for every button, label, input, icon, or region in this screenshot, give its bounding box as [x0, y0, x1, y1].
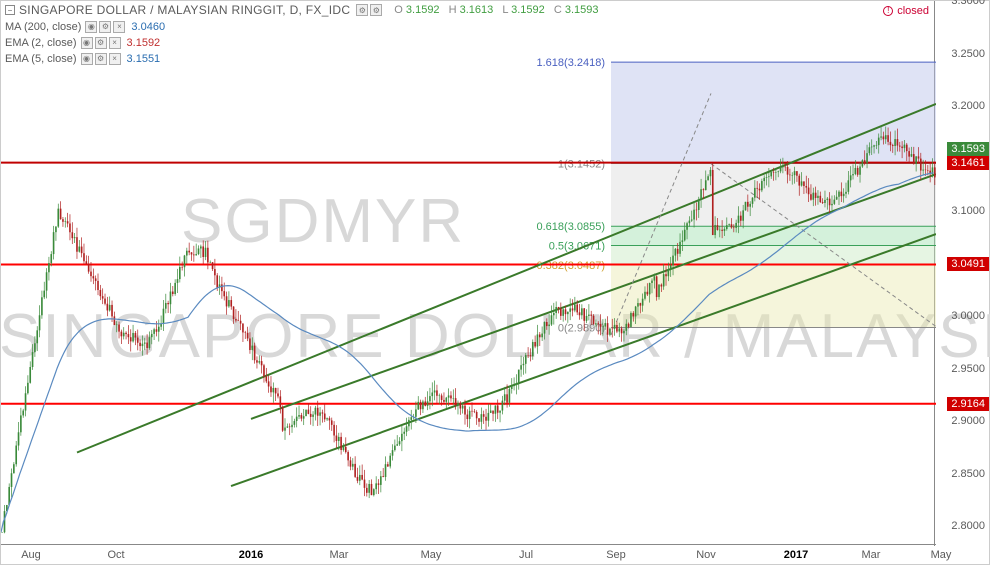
x-tick-label: 2017 — [784, 549, 808, 561]
svg-text:0.618(3.0855): 0.618(3.0855) — [537, 221, 606, 233]
x-tick-label: Aug — [21, 549, 41, 561]
gear-icon[interactable]: ⚙ — [95, 37, 107, 49]
gear-icon[interactable]: ⚙ — [95, 53, 107, 65]
eye-icon[interactable]: ◉ — [81, 37, 93, 49]
x-tick-label: Mar — [330, 549, 349, 561]
x-tick-label: Sep — [606, 549, 626, 561]
legend-row: EMA (5, close) ◉ ⚙ × 3.1551 — [5, 51, 165, 67]
y-tick-label: 3.1000 — [951, 205, 985, 217]
collapse-icon[interactable]: − — [5, 5, 15, 15]
settings-icon[interactable]: ⚙ — [356, 4, 368, 16]
y-tick-label: 3.3000 — [951, 0, 985, 7]
x-tick-label: Oct — [107, 549, 124, 561]
market-status-badge: ! closed — [883, 5, 929, 17]
eye-icon[interactable]: ◉ — [85, 21, 97, 33]
svg-text:1(3.1452): 1(3.1452) — [558, 159, 605, 171]
svg-text:1.618(3.2418): 1.618(3.2418) — [537, 57, 606, 69]
chart-header: − SINGAPORE DOLLAR / MALAYSIAN RINGGIT, … — [5, 3, 934, 17]
x-tick-label: Jul — [519, 549, 533, 561]
y-axis: 2.80002.85002.90002.95003.00003.05003.10… — [934, 1, 989, 546]
price-tag: 3.0491 — [947, 257, 989, 271]
close-icon[interactable]: × — [113, 21, 125, 33]
chart-container: − SINGAPORE DOLLAR / MALAYSIAN RINGGIT, … — [0, 0, 990, 565]
x-tick-label: 2016 — [239, 549, 263, 561]
y-tick-label: 2.8000 — [951, 520, 985, 532]
close-icon[interactable]: × — [109, 53, 121, 65]
y-tick-label: 3.2000 — [951, 100, 985, 112]
y-tick-label: 2.9500 — [951, 363, 985, 375]
y-tick-label: 3.2500 — [951, 48, 985, 60]
x-tick-label: May — [421, 549, 442, 561]
legend-row: EMA (2, close) ◉ ⚙ × 3.1592 — [5, 35, 165, 51]
x-tick-label: Nov — [696, 549, 716, 561]
chart-title: SINGAPORE DOLLAR / MALAYSIAN RINGGIT, D,… — [19, 3, 350, 17]
y-tick-label: 2.9000 — [951, 415, 985, 427]
x-tick-label: May — [931, 549, 952, 561]
legend-row: MA (200, close) ◉ ⚙ × 3.0460 — [5, 19, 165, 35]
price-tag: 3.1461 — [947, 156, 989, 170]
plot-area[interactable]: SGDMYRSINGAPORE DOLLAR / MALAYSIAN RINGG… — [1, 1, 936, 546]
eye-icon[interactable]: ◉ — [81, 53, 93, 65]
close-icon[interactable]: × — [109, 37, 121, 49]
y-tick-label: 3.0000 — [951, 310, 985, 322]
x-tick-label: Mar — [862, 549, 881, 561]
price-tag: 2.9164 — [947, 397, 989, 411]
settings-icon[interactable]: ⚙ — [370, 4, 382, 16]
ohlc-display: O 3.1592 H 3.1613 L 3.1592 C 3.1593 — [394, 4, 604, 16]
alert-icon: ! — [883, 6, 893, 16]
gear-icon[interactable]: ⚙ — [99, 21, 111, 33]
x-axis: AugOct2016MarMayJulSepNov2017MarMay — [1, 544, 936, 564]
y-tick-label: 2.8500 — [951, 468, 985, 480]
price-tag: 3.1593 — [947, 142, 989, 156]
indicator-legend: MA (200, close) ◉ ⚙ × 3.0460EMA (2, clos… — [5, 19, 165, 67]
